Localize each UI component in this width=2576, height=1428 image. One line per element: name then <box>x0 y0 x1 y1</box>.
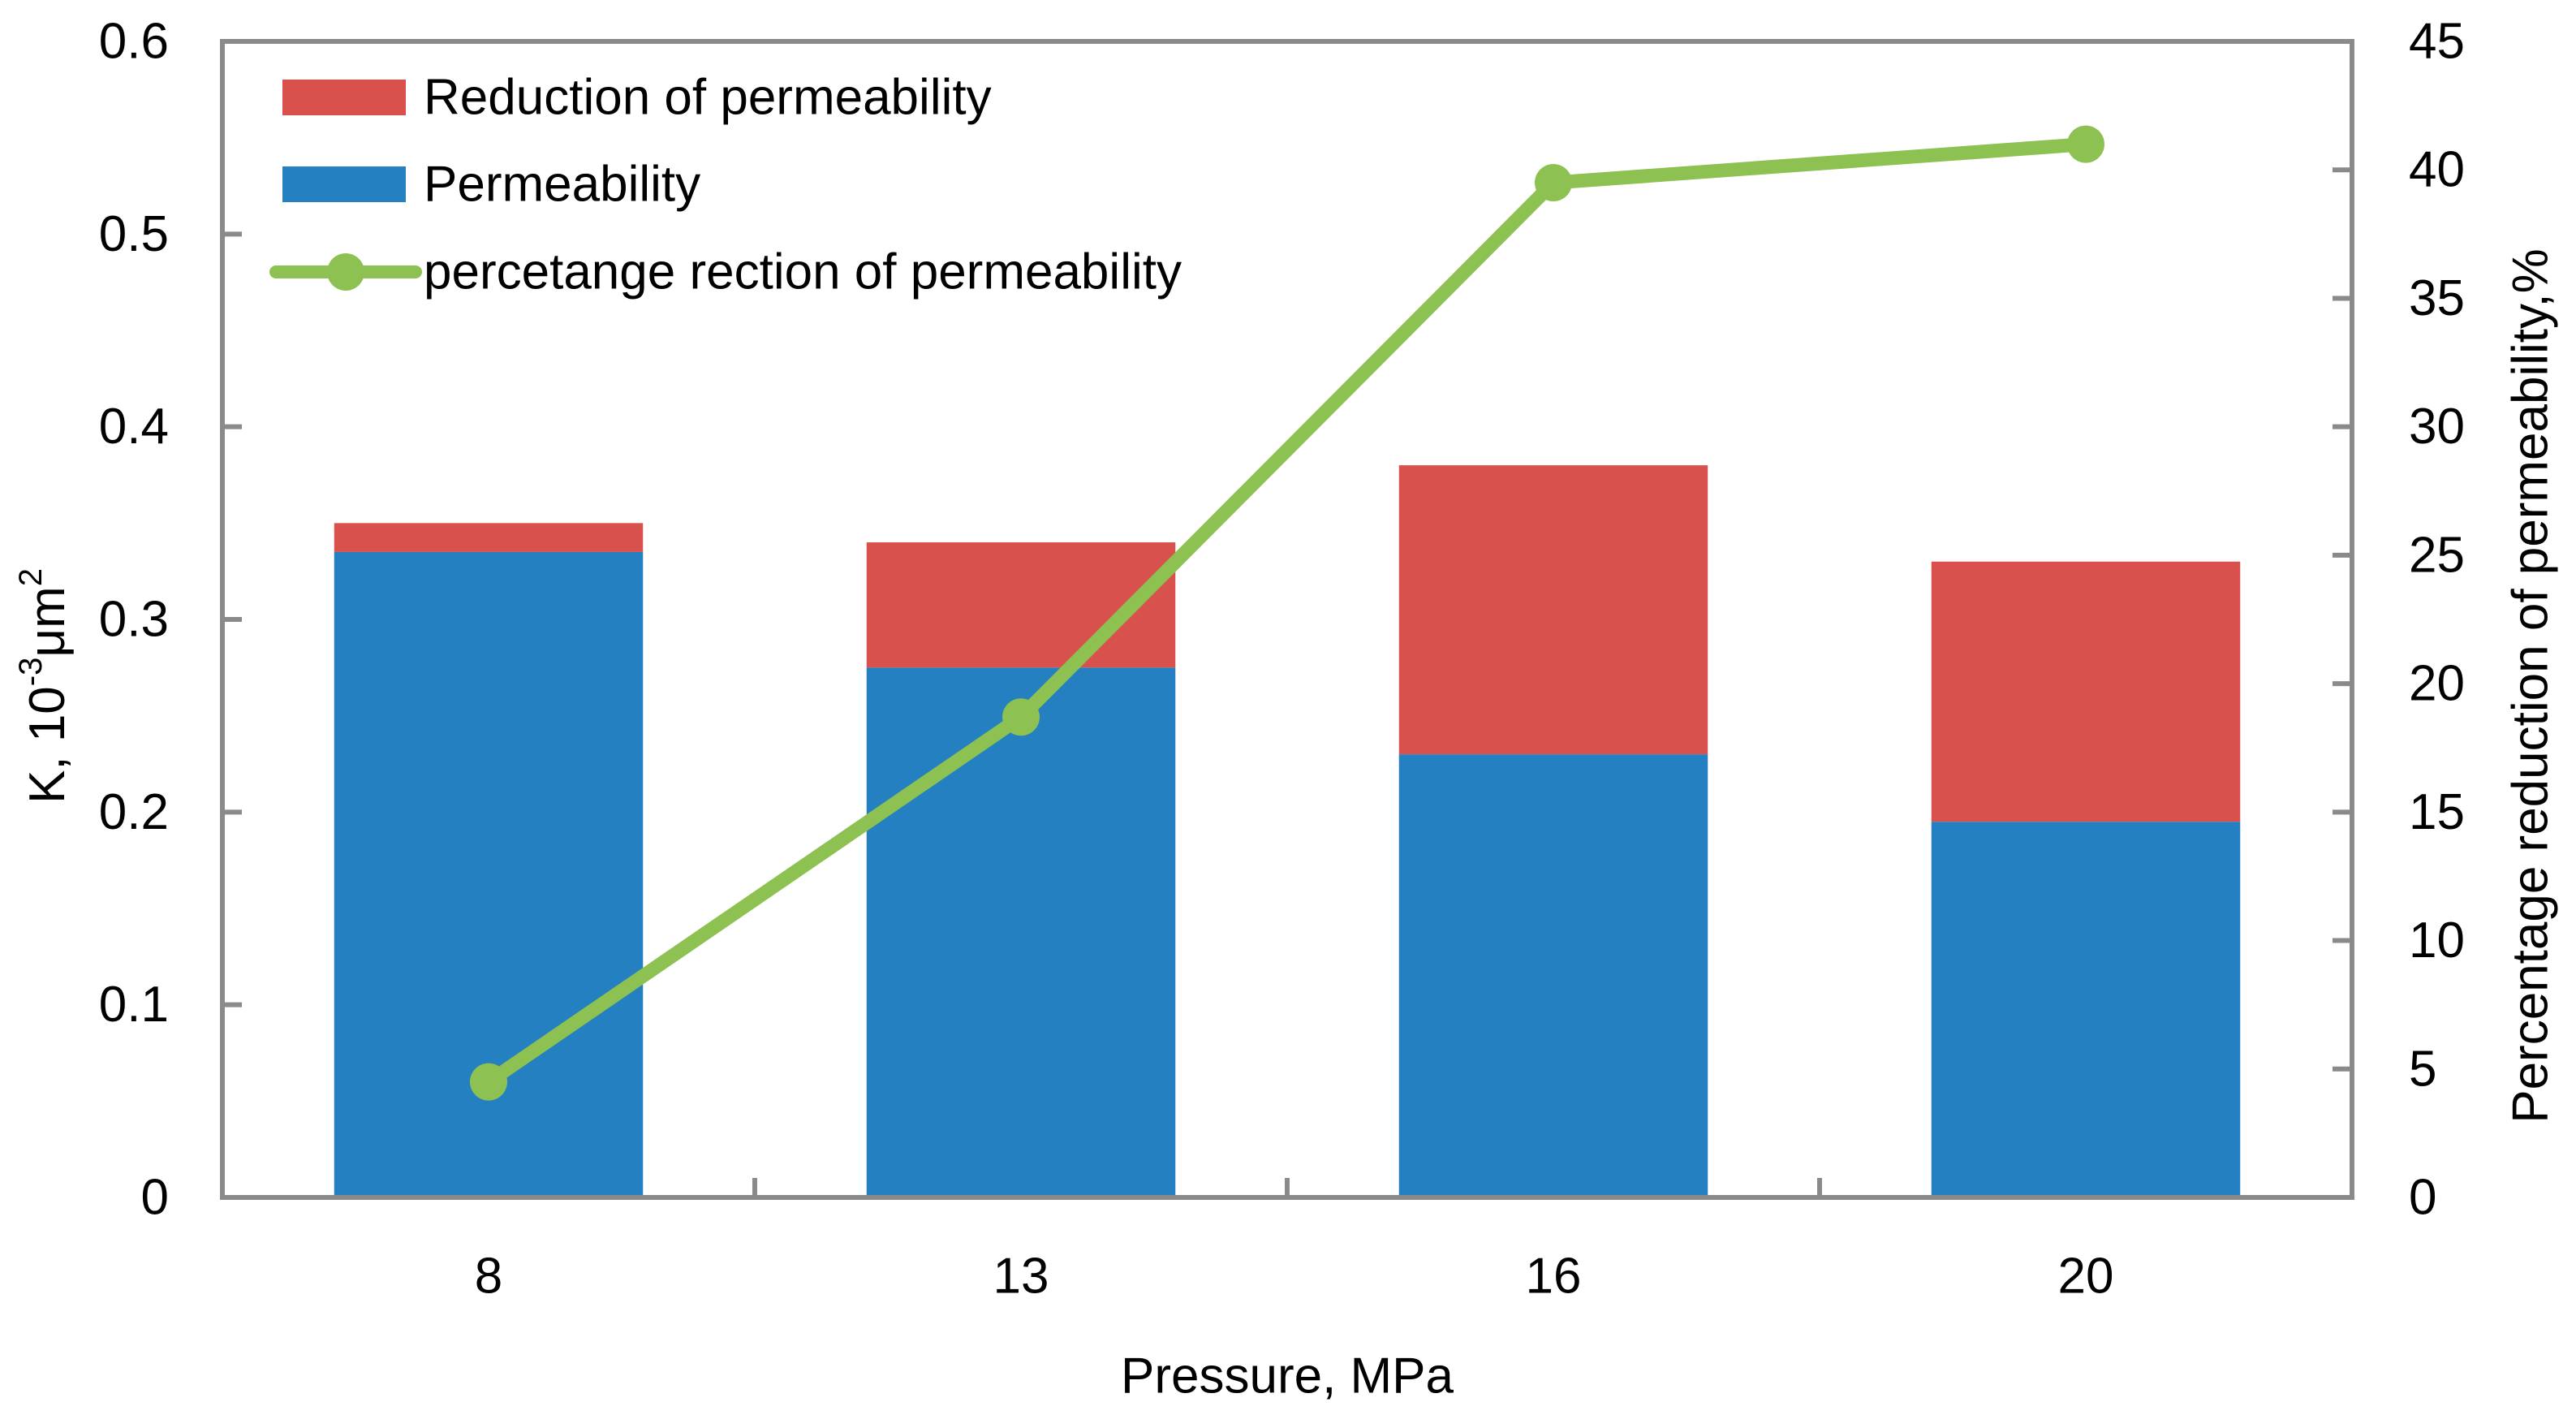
percentage-marker-8 <box>470 1063 507 1101</box>
legend-item-label: percetange rection of permeability <box>424 244 1182 300</box>
right-axis-tick-label: 30 <box>2409 399 2465 455</box>
bar-reduction-of-permeability-20 <box>1931 561 2241 822</box>
bar-reduction-of-permeability-16 <box>1398 465 1708 755</box>
left-axis-tick-label: 0 <box>141 1170 169 1226</box>
right-axis-tick-label: 10 <box>2409 912 2465 969</box>
percentage-marker-13 <box>1002 698 1040 736</box>
right-axis-tick-label: 0 <box>2409 1170 2436 1226</box>
right-axis-tick-label: 15 <box>2409 784 2465 840</box>
legend-swatch-0 <box>282 166 406 202</box>
left-axis-tick-label: 0.6 <box>99 14 169 70</box>
legend-swatch-1 <box>282 80 406 115</box>
right-axis-tick-label: 45 <box>2409 14 2465 70</box>
right-axis-title: Percentage reduction of permeability,% <box>2503 248 2559 1124</box>
legend-item-label: Reduction of permeability <box>424 70 992 126</box>
x-axis-tick-label: 16 <box>1526 1249 1582 1305</box>
x-axis-tick-label: 20 <box>2058 1249 2114 1305</box>
bar-permeability-8 <box>334 551 644 1197</box>
bar-reduction-of-permeability-8 <box>334 523 644 552</box>
right-axis-tick-label: 5 <box>2409 1041 2436 1097</box>
bar-permeability-16 <box>1398 754 1708 1197</box>
right-axis-tick-label: 20 <box>2409 656 2465 712</box>
legend-item-label: Permeability <box>424 157 700 213</box>
left-axis-tick-label: 0.1 <box>99 977 169 1033</box>
legend-dot-marker <box>327 253 364 291</box>
left-axis-tick-label: 0.5 <box>99 206 169 262</box>
percentage-marker-20 <box>2067 125 2104 163</box>
percentage-marker-16 <box>1535 164 1572 202</box>
bar-permeability-13 <box>866 667 1176 1197</box>
left-axis-tick-label: 0.2 <box>99 784 169 840</box>
percentage-line <box>481 137 2093 1089</box>
right-axis-tick-label: 40 <box>2409 142 2465 198</box>
x-axis-tick-label: 8 <box>475 1249 502 1305</box>
bar-permeability-20 <box>1931 822 2241 1197</box>
right-axis-tick-label: 35 <box>2409 270 2465 326</box>
left-axis-tick-label: 0.3 <box>99 592 169 648</box>
x-axis-title: Pressure, MPa <box>1121 1348 1454 1404</box>
left-axis-tick-label: 0.4 <box>99 399 169 455</box>
right-axis-tick-label: 25 <box>2409 527 2465 583</box>
left-axis-title: K, 10-3μm2 <box>13 568 75 804</box>
x-axis-tick-label: 13 <box>993 1249 1049 1305</box>
